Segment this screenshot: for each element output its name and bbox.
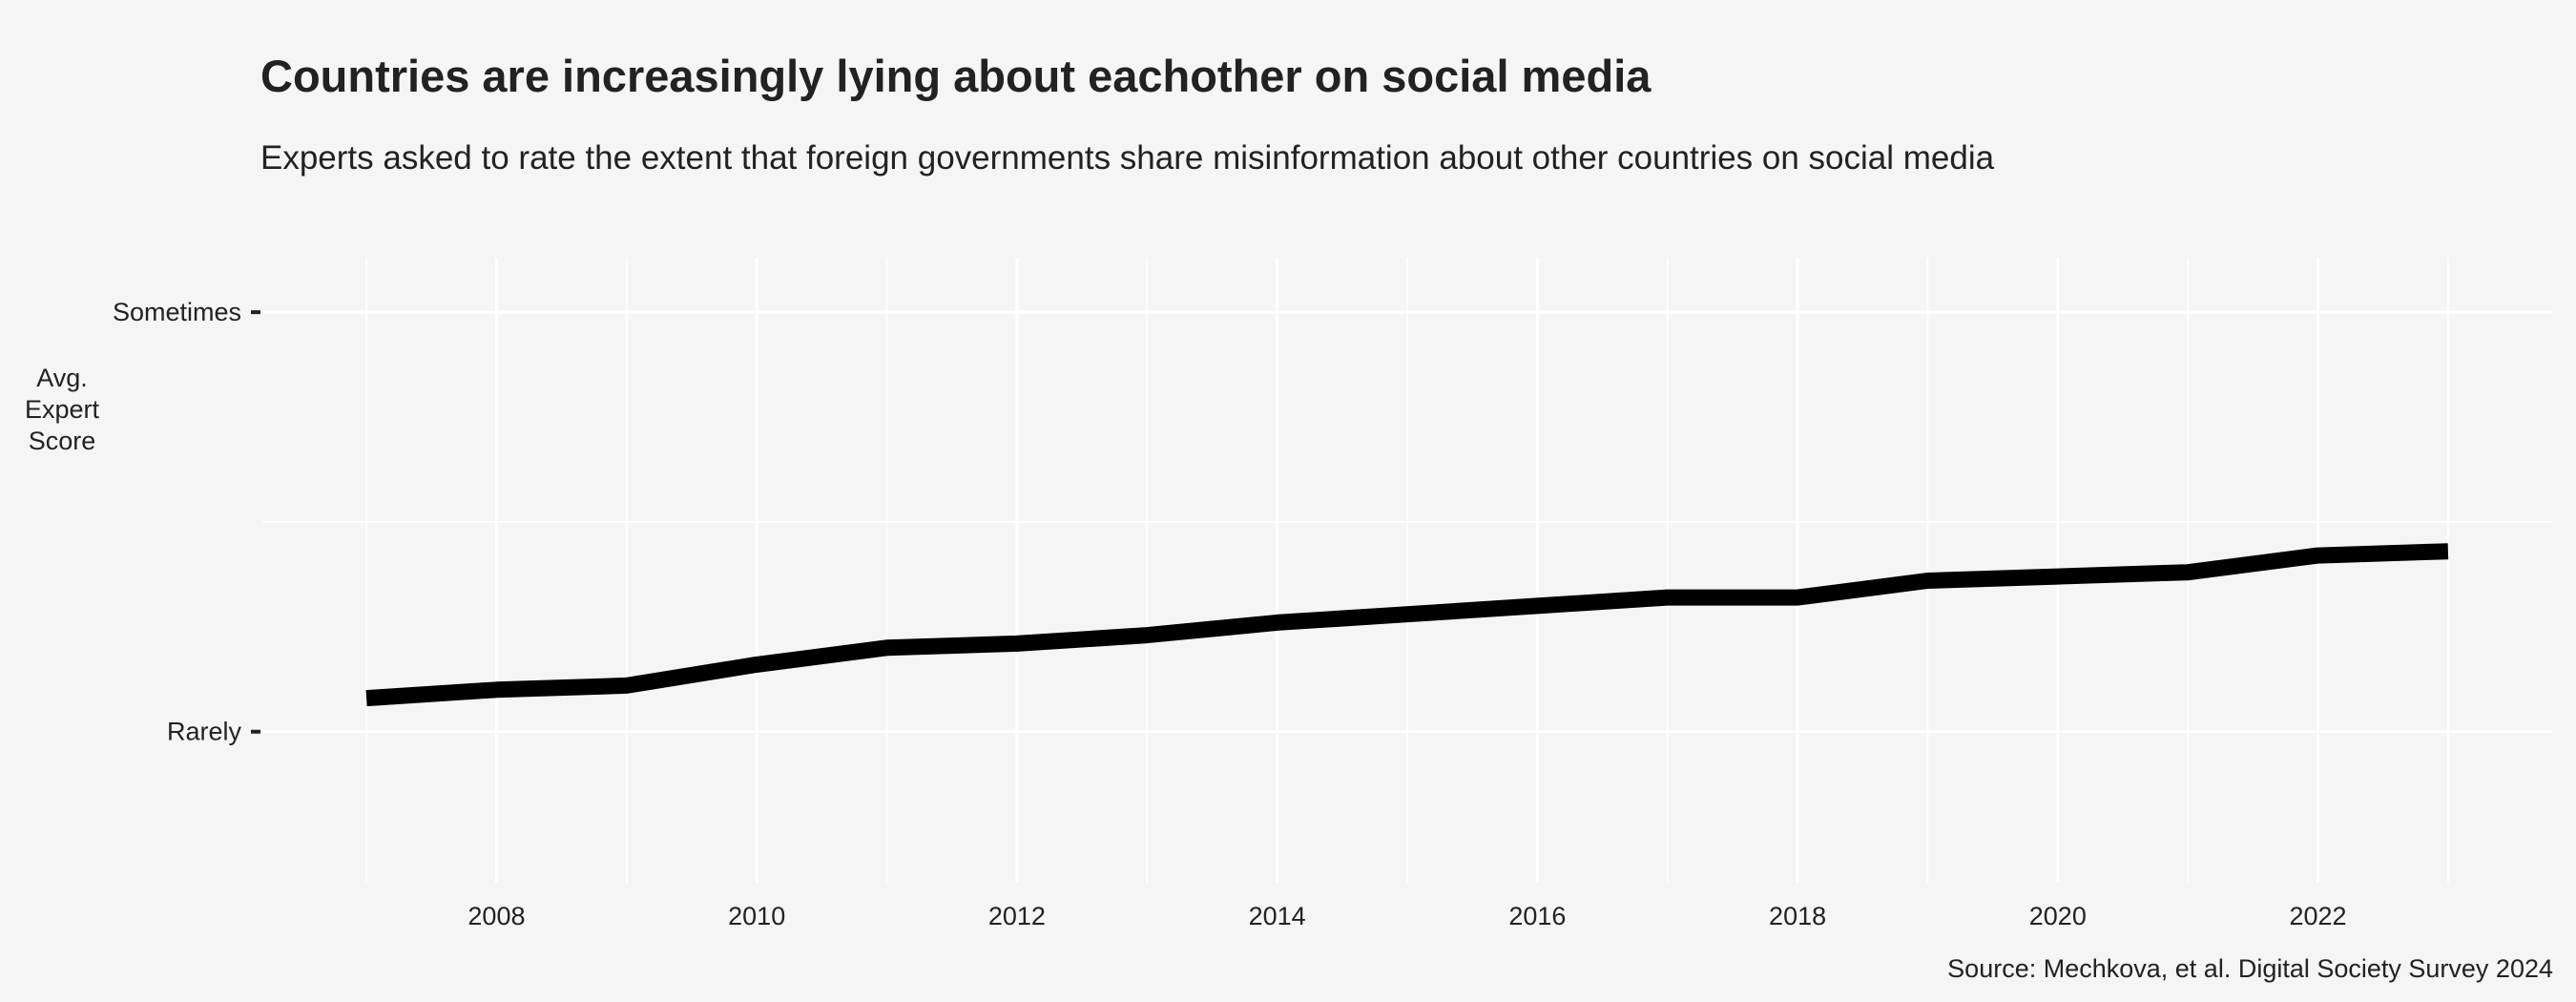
chart-title: Countries are increasingly lying about e… — [260, 51, 1652, 101]
chart-subtitle: Experts asked to rate the extent that fo… — [260, 139, 1995, 177]
x-tick-label: 2018 — [1769, 902, 1826, 930]
x-tick-label: 2012 — [988, 902, 1046, 930]
series-line — [365, 543, 2449, 707]
source-caption: Source: Mechkova, et al. Digital Society… — [1947, 954, 2553, 983]
x-tick-label: 2010 — [728, 902, 785, 930]
x-tick-label: 2014 — [1249, 902, 1306, 930]
y-tick-label: Sometimes — [113, 298, 241, 326]
y-axis-label: Avg. Expert Score — [24, 364, 100, 455]
x-tick-label: 2008 — [467, 902, 525, 930]
x-tick-label: 2016 — [1508, 902, 1566, 930]
x-tick-label: 2022 — [2290, 902, 2347, 930]
x-tick-label: 2020 — [2029, 902, 2087, 930]
y-tick-label: Rarely — [167, 718, 242, 746]
